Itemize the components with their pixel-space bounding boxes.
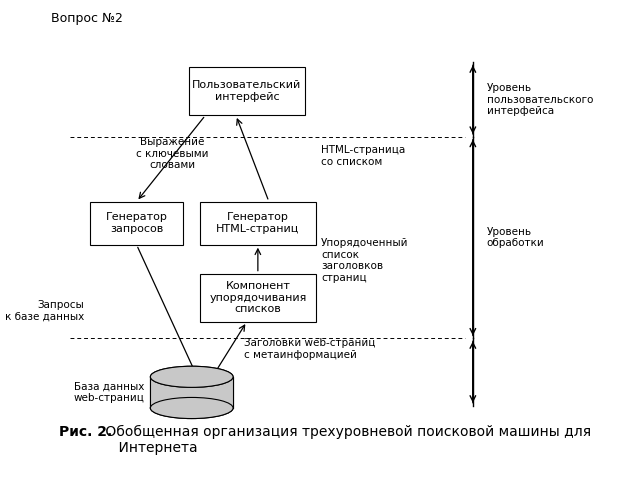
FancyBboxPatch shape [189,67,305,115]
Text: Обобщенная организация трехуровневой поисковой машины для
    Интернета: Обобщенная организация трехуровневой пои… [101,425,591,455]
FancyBboxPatch shape [200,274,316,322]
Ellipse shape [150,366,233,387]
FancyBboxPatch shape [90,202,184,245]
Text: Уровень
пользовательского
интерфейса: Уровень пользовательского интерфейса [486,83,593,116]
Text: Вопрос №2: Вопрос №2 [51,12,123,25]
Text: Рис. 2.: Рис. 2. [60,425,113,439]
Ellipse shape [150,366,233,387]
FancyBboxPatch shape [150,377,233,408]
FancyBboxPatch shape [150,377,233,408]
Text: Генератор
HTML-страниц: Генератор HTML-страниц [216,212,300,234]
Text: Заголовки web-страниц
с метаинформацией: Заголовки web-страниц с метаинформацией [244,338,376,360]
Text: HTML-страница
со списком: HTML-страница со списком [321,145,406,167]
Text: База данных
web-страниц: База данных web-страниц [74,382,145,403]
Text: Компонент
упорядочивания
списков: Компонент упорядочивания списков [209,281,307,314]
Text: Пользовательский
интерфейс: Пользовательский интерфейс [192,80,301,102]
Ellipse shape [150,397,233,419]
Text: Уровень
обработки: Уровень обработки [486,227,545,249]
Ellipse shape [150,397,233,419]
Text: Упорядоченный
список
заголовков
страниц: Упорядоченный список заголовков страниц [321,238,409,283]
Text: Выражение
с ключевыми
словами: Выражение с ключевыми словами [136,137,209,170]
Text: Запросы
к базе данных: Запросы к базе данных [5,300,84,322]
Text: Генератор
запросов: Генератор запросов [106,212,168,234]
FancyBboxPatch shape [200,202,316,245]
